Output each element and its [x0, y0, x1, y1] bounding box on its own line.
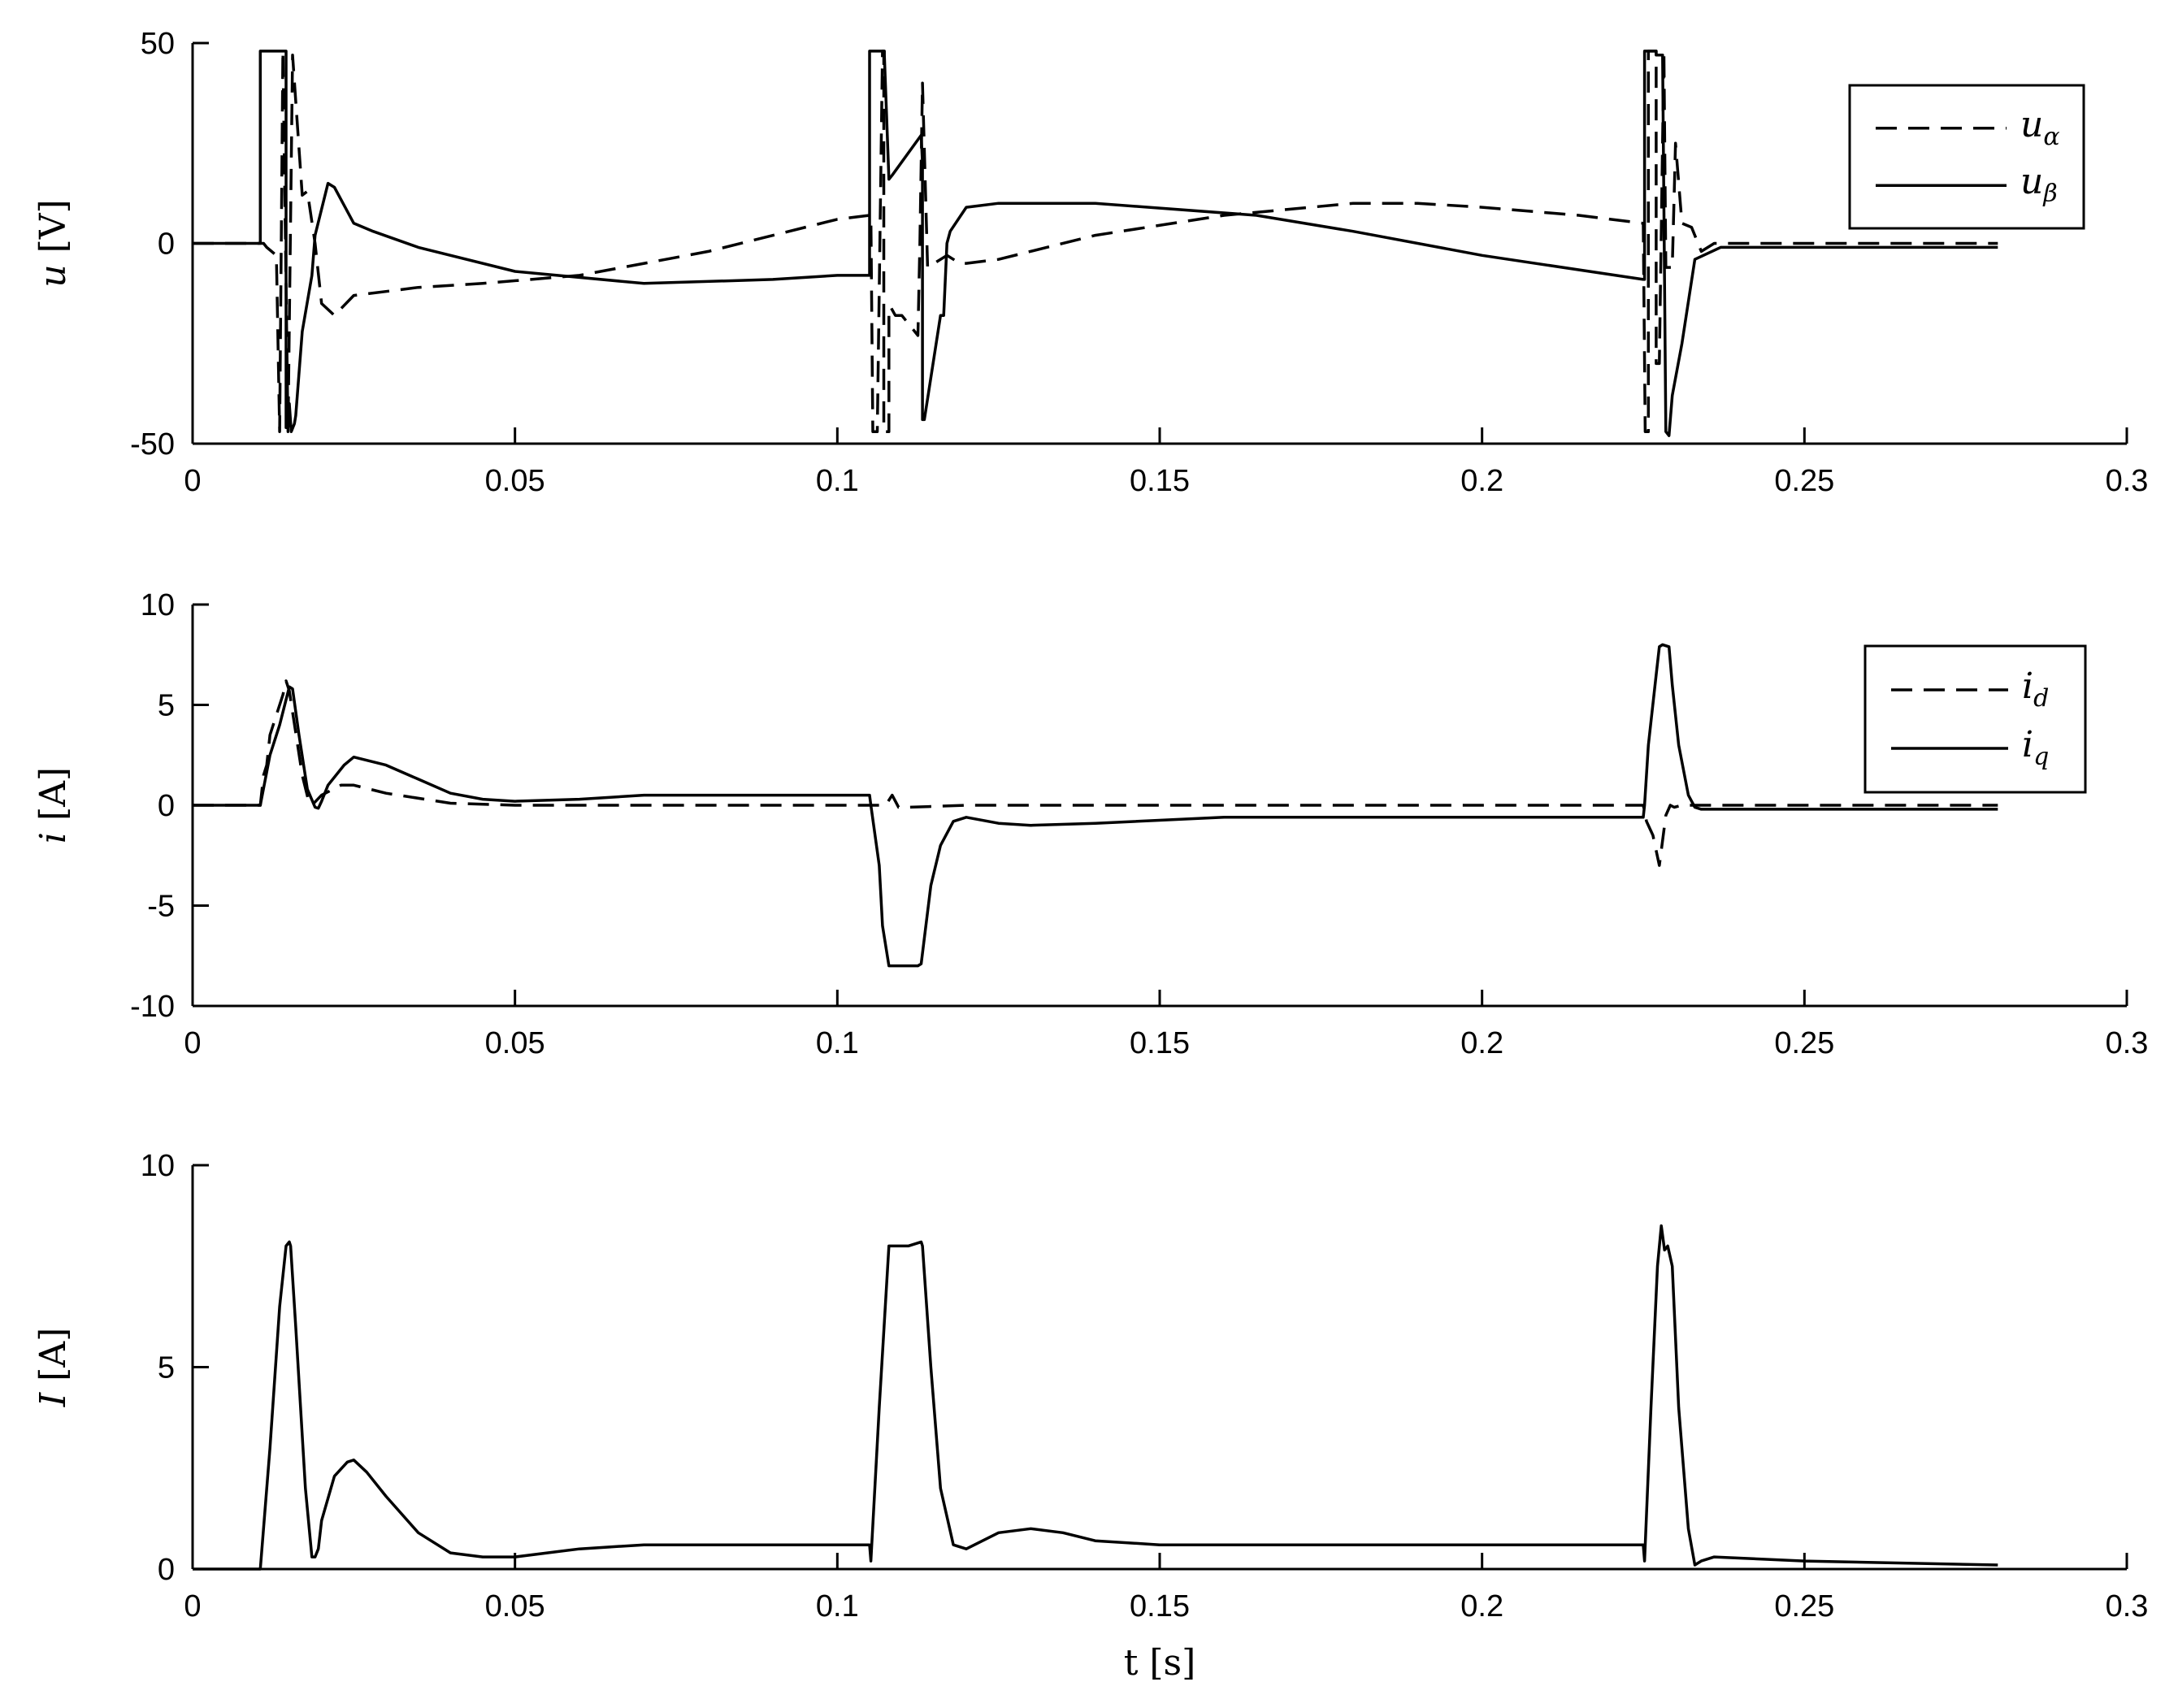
- legend-entry-label: uβ: [2020, 161, 2058, 208]
- x-tick-label: 0.3: [2106, 1589, 2149, 1623]
- y-tick-label: 5: [158, 1351, 175, 1385]
- x-tick-label: 0.25: [1774, 1589, 1834, 1623]
- legend: uα uβ: [1848, 84, 2085, 230]
- y-tick-label: -5: [147, 890, 175, 924]
- x-tick-label: 0.1: [816, 1589, 859, 1623]
- x-tick-label: 0.15: [1130, 464, 1190, 498]
- y-tick-label: 50: [141, 27, 175, 61]
- y-tick-label: 10: [141, 1149, 175, 1183]
- y-tick-label: 0: [158, 228, 175, 262]
- x-tick-label: 0.25: [1774, 1026, 1834, 1060]
- x-tick-label: 0.2: [1460, 1589, 1503, 1623]
- y-tick-label: 5: [158, 689, 175, 723]
- y-tick-label: -50: [130, 427, 175, 462]
- x-axis-title: t [s]: [1124, 1642, 1196, 1684]
- y-axis-title: u [V]: [33, 199, 74, 287]
- x-tick-label: 0.05: [485, 1589, 545, 1623]
- y-axis-title: I [A]: [33, 1328, 74, 1407]
- y-tick-label: 0: [158, 789, 175, 823]
- x-tick-label: 0.25: [1774, 464, 1834, 498]
- y-tick-label: -10: [130, 990, 175, 1024]
- x-tick-label: 0.2: [1460, 1026, 1503, 1060]
- panel-3: 0 0.05 0.1 0.15 0.2 0.25 0.3 0 5 10 I [A] t [s]: [33, 1149, 2148, 1684]
- x-tick-label: 0.3: [2106, 464, 2149, 498]
- x-tick-label: 0: [184, 1589, 201, 1623]
- y-tick-label: 0: [158, 1553, 175, 1587]
- legend: id iq: [1863, 644, 2087, 794]
- panel-2: 0 0.05 0.1 0.15 0.2 0.25 0.3 -10 -5 0 5 10 i [A] id iq: [33, 588, 2148, 1060]
- legend-entry-label: uα: [2020, 104, 2060, 151]
- x-tick-label: 0.15: [1130, 1589, 1190, 1623]
- legend-box: [1863, 644, 2087, 794]
- x-tick-label: 0.1: [816, 464, 859, 498]
- series-i-q-line: [193, 643, 1998, 968]
- series-i-line: [193, 1224, 1998, 1571]
- y-tick-label: 10: [141, 588, 175, 622]
- legend-entry-label: id: [2022, 665, 2049, 713]
- legend-entry-label: iq: [2022, 724, 2049, 771]
- x-tick-label: 0: [184, 464, 201, 498]
- series-u--line: [193, 50, 1998, 437]
- panel-1: 0 0.05 0.1 0.15 0.2 0.25 0.3 -50 0 50 u [V] uα uβ: [33, 27, 2148, 498]
- x-tick-label: 0.05: [485, 1026, 545, 1060]
- x-tick-label: 0.3: [2106, 1026, 2149, 1060]
- x-tick-label: 0.2: [1460, 464, 1503, 498]
- series-i-d-line: [193, 679, 1998, 867]
- legend-box: [1848, 84, 2085, 230]
- x-tick-label: 0: [184, 1026, 201, 1060]
- x-tick-label: 0.05: [485, 464, 545, 498]
- x-tick-label: 0.1: [816, 1026, 859, 1060]
- x-tick-label: 0.15: [1130, 1026, 1190, 1060]
- y-axis-title: i [A]: [33, 767, 74, 843]
- series-u--line: [193, 50, 1998, 433]
